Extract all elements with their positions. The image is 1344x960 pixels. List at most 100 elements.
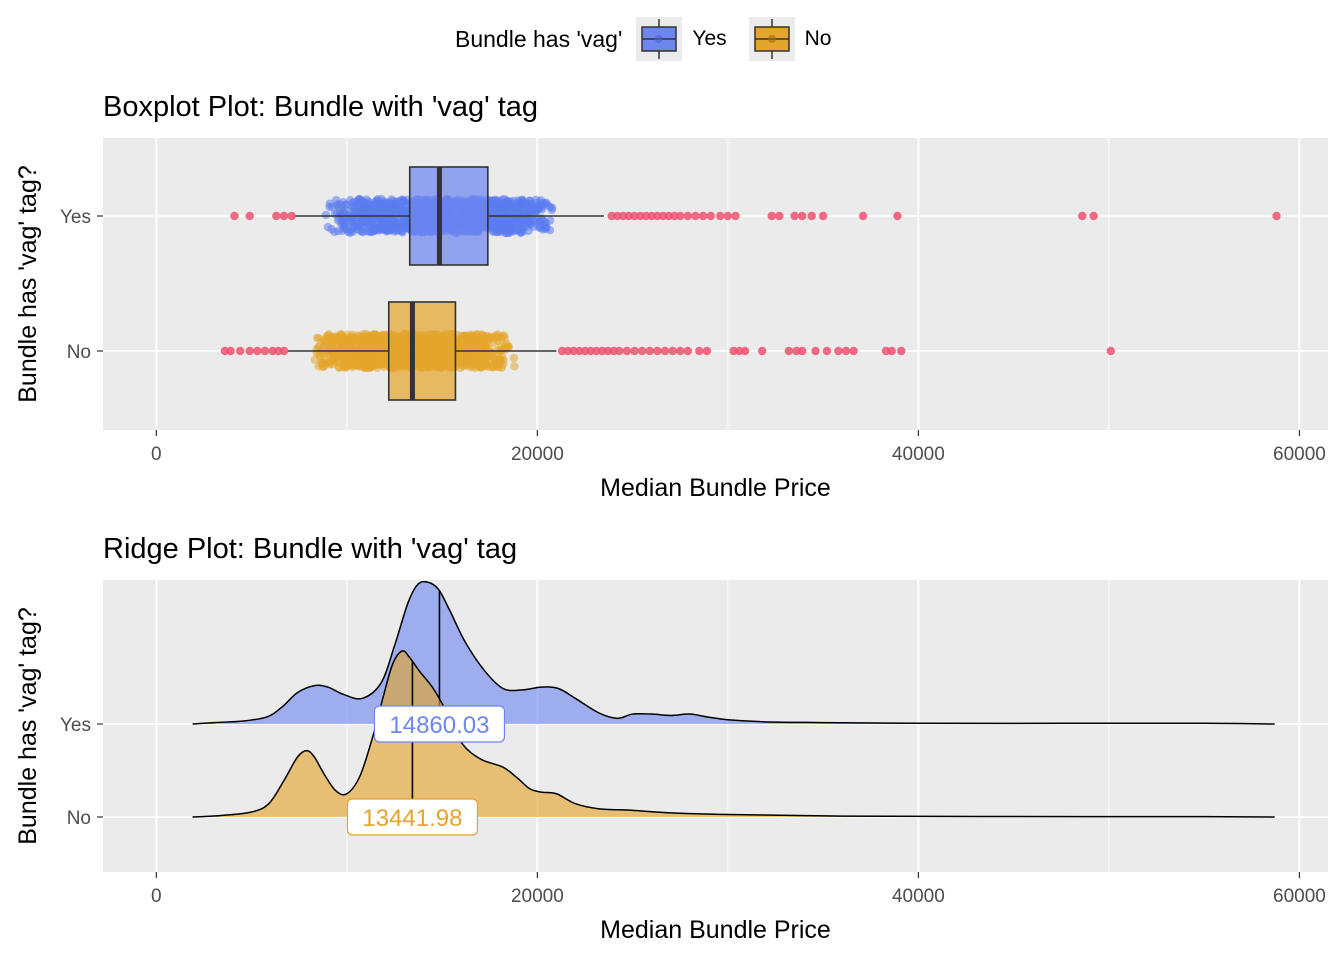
jitter-point [504, 343, 513, 352]
outlier-point [245, 346, 254, 356]
ridge-outline-yes [192, 580, 1275, 725]
outlier-point [811, 346, 820, 356]
x-tick-label: 0 [151, 444, 162, 465]
outlier-point [695, 346, 704, 356]
jitter-point [380, 204, 389, 214]
jitter-point [500, 225, 510, 234]
jitter-point [510, 362, 519, 371]
jitter-point [536, 221, 545, 231]
legend-title: Bundle has 'vag' [455, 25, 623, 52]
jitter-point [323, 222, 333, 232]
jitter-point [368, 219, 378, 229]
jitter-point [348, 362, 357, 372]
outlier-point [279, 211, 289, 221]
outlier-point [834, 346, 843, 356]
jitter-point [358, 352, 368, 361]
jitter-point [321, 210, 331, 220]
jitter-point [387, 195, 396, 204]
jitter-point [393, 221, 403, 230]
outlier-point [822, 346, 832, 356]
jitter-point [514, 225, 523, 234]
x-tick-label: 60000 [1273, 886, 1326, 907]
median-label-yes: 14860.03 [373, 705, 506, 743]
jitter-point [328, 360, 337, 369]
jitter-point [348, 227, 357, 237]
jitter-point [317, 360, 327, 369]
jitter-point [485, 350, 494, 359]
outlier-point [637, 346, 647, 356]
jitter-point [397, 195, 407, 204]
jitter-point [346, 340, 355, 350]
outlier-point [653, 346, 662, 356]
median-label-box [346, 798, 479, 836]
outlier-point [757, 346, 767, 356]
outlier-point [615, 346, 624, 356]
outlier-point [897, 346, 906, 356]
jitter-point [365, 342, 375, 351]
outlier-point [226, 346, 235, 356]
outlier-point [716, 211, 725, 221]
outlier-point [691, 211, 700, 221]
panel-title: Boxplot Plot: Bundle with 'vag' tag [103, 91, 538, 123]
legend-key-no [748, 17, 795, 61]
outlier-point [893, 211, 902, 221]
outlier-point [253, 346, 262, 356]
legend: Bundle has 'vag' Yes No [455, 16, 853, 62]
outlier-point [790, 211, 799, 221]
outlier-point [683, 211, 693, 221]
jitter-point [344, 349, 353, 359]
jitter-point [375, 353, 384, 362]
jitter-point [338, 226, 347, 235]
outlier-point [230, 211, 239, 221]
outliers-yes [230, 211, 1281, 221]
outlier-point [1106, 346, 1116, 356]
jitter-point [372, 212, 382, 222]
jitter-point [312, 345, 321, 354]
outlier-point [775, 211, 784, 221]
jitter-point [535, 198, 545, 207]
jitter-point [325, 199, 335, 208]
jitter-point [331, 352, 341, 361]
jitter-point [358, 218, 367, 227]
outlier-point [245, 211, 254, 221]
outlier-point [702, 346, 712, 356]
outlier-point [1078, 211, 1087, 221]
x-tick-label: 0 [151, 886, 162, 907]
outliers-no [220, 346, 1116, 356]
jitter-point [362, 333, 371, 343]
plot-panel-0 [103, 138, 1328, 430]
outlier-point [1089, 211, 1098, 221]
outlier-point [287, 211, 296, 221]
outlier-point [676, 346, 685, 356]
legend-label-yes: Yes [692, 27, 727, 50]
jitter-point [511, 206, 521, 215]
outlier-point [723, 211, 733, 221]
x-tick-label: 20000 [511, 444, 564, 465]
jitter-point [312, 333, 322, 343]
x-tick-label: 20000 [511, 886, 564, 907]
plot-panel-1 [103, 580, 1328, 872]
outlier-point [683, 346, 693, 356]
jitter-point [355, 226, 364, 235]
jitter-point [331, 332, 340, 341]
jitter-point [473, 338, 482, 347]
jitter-point [492, 359, 501, 369]
jitter-point [489, 197, 498, 206]
outlier-point [731, 211, 740, 221]
outlier-point [630, 346, 639, 356]
jitter-point [467, 333, 477, 343]
y-tick-label: No [67, 342, 91, 363]
jitter-point [320, 340, 329, 350]
jitter-point [357, 195, 366, 205]
x-tick-label: 60000 [1273, 444, 1326, 465]
ridge-area-yes [192, 581, 1275, 724]
outlier-point [797, 346, 807, 356]
jitter-point [547, 205, 556, 215]
y-tick-label: Yes [60, 207, 91, 228]
outlier-point [767, 211, 776, 221]
jitter-point [475, 354, 484, 363]
ridge-area-no [192, 650, 1275, 817]
jitter-point [506, 214, 515, 224]
outlier-point [818, 211, 828, 221]
